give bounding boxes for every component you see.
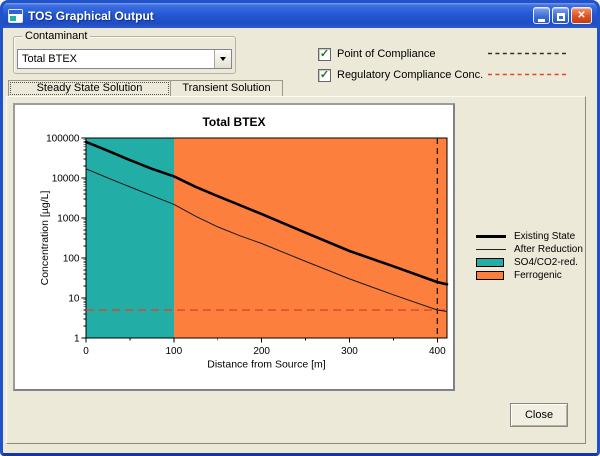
rcc-label: Regulatory Compliance Conc. bbox=[337, 69, 484, 81]
maximize-button[interactable] bbox=[552, 7, 569, 24]
title-bar: TOS Graphical Output ✕ bbox=[3, 3, 597, 28]
legend-item-after-reduction: After Reduction bbox=[476, 243, 583, 256]
thin-line-icon bbox=[476, 249, 506, 250]
thick-line-icon bbox=[476, 235, 506, 238]
window-title: TOS Graphical Output bbox=[28, 8, 154, 23]
svg-text:1: 1 bbox=[74, 334, 80, 345]
rcc-dash-sample bbox=[488, 73, 566, 76]
combobox-dropdown-button[interactable] bbox=[214, 50, 231, 68]
app-icon bbox=[8, 8, 23, 23]
chart-panel: 1 10 100 1000 10000 100000 0 100 200 300 400 Total … bbox=[13, 103, 455, 391]
svg-text:Concentration [µg/L]: Concentration [µg/L] bbox=[39, 191, 51, 286]
contaminant-combobox[interactable]: Total BTEX bbox=[17, 49, 232, 69]
svg-text:10: 10 bbox=[68, 294, 80, 305]
chart-legend: Existing State After Reduction SO4/CO2-r… bbox=[476, 230, 583, 282]
svg-text:Total BTEX: Total BTEX bbox=[202, 115, 265, 129]
chevron-down-icon bbox=[220, 57, 226, 61]
svg-text:400: 400 bbox=[429, 346, 446, 357]
legend-item-existing-state: Existing State bbox=[476, 230, 583, 243]
contaminant-group-label: Contaminant bbox=[22, 30, 91, 42]
close-button[interactable]: Close bbox=[510, 403, 568, 427]
tab-page bbox=[6, 96, 586, 444]
svg-text:300: 300 bbox=[341, 346, 358, 357]
orange-swatch-icon bbox=[476, 271, 504, 280]
contaminant-selected-value: Total BTEX bbox=[22, 53, 78, 65]
legend-item-so4co2: SO4/CO2-red. bbox=[476, 256, 583, 269]
minimize-button[interactable] bbox=[533, 7, 550, 24]
legend-item-ferrogenic: Ferrogenic bbox=[476, 269, 583, 282]
option-row-poc: ✓ Point of Compliance bbox=[318, 47, 435, 61]
close-window-button[interactable]: ✕ bbox=[571, 7, 592, 24]
svg-text:100: 100 bbox=[63, 254, 80, 265]
contaminant-groupbox bbox=[13, 36, 236, 74]
poc-checkbox[interactable]: ✓ bbox=[318, 47, 331, 61]
teal-swatch-icon bbox=[476, 258, 504, 267]
svg-text:10000: 10000 bbox=[52, 174, 80, 185]
svg-text:200: 200 bbox=[253, 346, 270, 357]
svg-text:100000: 100000 bbox=[46, 134, 80, 145]
svg-text:0: 0 bbox=[83, 346, 89, 357]
close-icon: ✕ bbox=[577, 9, 586, 21]
poc-dash-sample bbox=[488, 52, 566, 55]
svg-text:1000: 1000 bbox=[57, 214, 80, 225]
svg-text:Distance from Source [m]: Distance from Source [m] bbox=[207, 359, 326, 371]
poc-label: Point of Compliance bbox=[337, 48, 436, 60]
maximize-icon bbox=[556, 13, 565, 21]
option-row-rcc: ✓ Regulatory Compliance Conc. bbox=[318, 68, 483, 82]
svg-text:100: 100 bbox=[165, 346, 182, 357]
tab-transient-solution[interactable]: Transient Solution bbox=[170, 80, 283, 97]
tab-steady-state-solution[interactable]: Steady State Solution bbox=[8, 80, 171, 97]
minimize-icon bbox=[538, 18, 545, 22]
titlebar-buttons: ✕ bbox=[533, 7, 592, 24]
rcc-checkbox[interactable]: ✓ bbox=[318, 68, 331, 82]
chart: 1 10 100 1000 10000 100000 0 100 200 300 400 Total … bbox=[39, 115, 449, 371]
